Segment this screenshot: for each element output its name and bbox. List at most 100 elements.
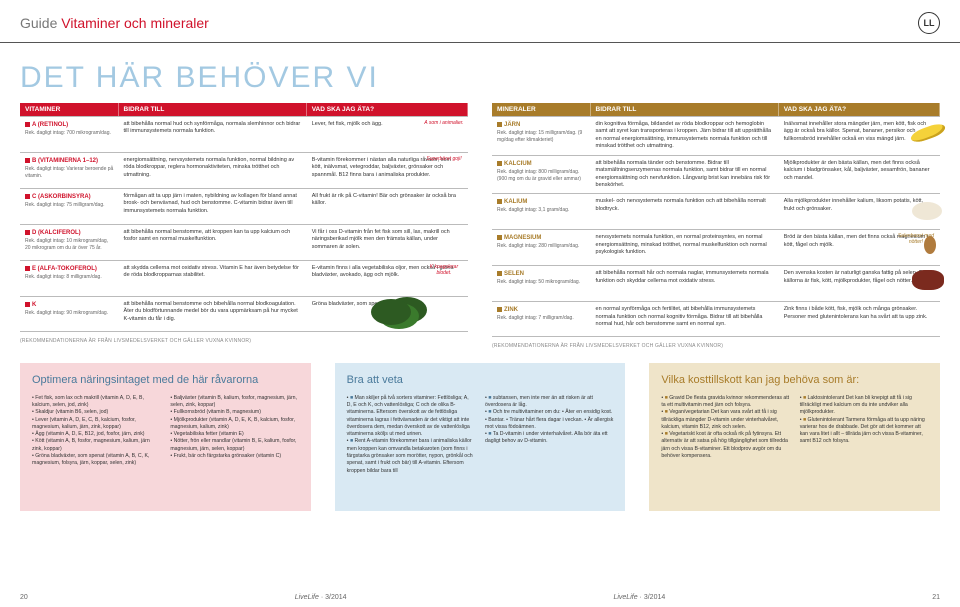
nutrient-cell: B (VITAMINERNA 1–12)Rek. dagligt intag: … (20, 153, 119, 188)
intake-text: Rek. dagligt intag: 8 milligram/dag. (25, 274, 114, 281)
col-vitaminer: VITAMINER (20, 103, 119, 116)
table-row: KRek. dagligt intag: 90 mikrogram/dag. at… (20, 296, 468, 332)
eat-cell: Den svenska kosten är naturligt ganska f… (779, 266, 940, 301)
table-row: ZINKRek. dagligt intag: 7 milligram/dag.… (492, 301, 940, 337)
reco-note-right: (REKOMMENDATIONERNA ÄR FRÅN LIVSMEDELSVE… (492, 337, 940, 355)
nutrient-cell: MAGNESIUMRek. dagligt intag: 280 milligr… (492, 230, 591, 265)
list-item: Vegetabiliska fetter (vitamin E) (170, 431, 298, 438)
list-item: Kött (vitamin A, B, fosfor, magnesium, k… (32, 438, 160, 453)
rice-icon (908, 198, 946, 224)
intake-text: Rek. dagligt intag: 7 milligram/dag. (497, 315, 586, 322)
eat-cell: B-vitamin förekommer i nästan alla natur… (307, 153, 468, 188)
list-item: Lever (vitamin A, D, E, C, B, kalcium, f… (32, 417, 160, 432)
nutrient-name: MAGNESIUM (497, 234, 586, 242)
table-row: C (ASKORBINSYRA)Rek. dagligt intag: 75 m… (20, 188, 468, 224)
nutrient-name: K (25, 301, 114, 309)
reco-note-left: (REKOMMENDATIONERNA ÄR FRÅN LIVSMEDELSVE… (20, 332, 468, 350)
contributes-cell: förmågan att ta upp järn i maten, nybild… (119, 189, 307, 224)
nutrient-name: B (VITAMINERNA 1–12) (25, 157, 114, 165)
intake-text: Rek. dagligt intag: 700 mikrogram/dag. (25, 130, 114, 137)
table-row: D (KALCIFEROL)Rek. dagligt intag: 10 mik… (20, 224, 468, 260)
box-supp-title: Vilka kosttillskott kan jag behöva som ä… (661, 373, 928, 388)
contributes-cell: att bibehålla normal benstomme och bibeh… (119, 297, 307, 331)
nutrient-name: D (KALCIFEROL) (25, 229, 114, 237)
steak-icon (908, 268, 946, 294)
issue-l: 3/2014 (325, 594, 346, 601)
box-good-title: Bra att veta (347, 373, 614, 388)
contributes-cell: muskel- och nervsystemets normala funkti… (591, 194, 779, 229)
box-good-to-know: Bra att veta ■ Man skiljer på två sorter… (335, 363, 626, 511)
nutrient-name: E (ALFA-TOKOFEROL) (25, 265, 114, 273)
bullet-icon (497, 235, 502, 240)
nutrient-name: KALCIUM (497, 160, 586, 168)
bullet-icon (497, 199, 502, 204)
contributes-cell: din kognitiva förmåga, bildandet av röda… (591, 117, 779, 155)
vitamins-table: VITAMINER BIDRAR TILL VAD SKA JAG ÄTA? A… (20, 103, 468, 355)
list-item: Fet fisk, som lax och makrill (vitamin A… (32, 395, 160, 410)
col-mineraler: MINERALER (492, 103, 591, 116)
table-row: E (ALFA-TOKOFEROL)Rek. dagligt intag: 8 … (20, 260, 468, 296)
nutrient-cell: KALCIUMRek. dagligt intag: 800 milligram… (492, 156, 591, 194)
contributes-cell: att bibehålla normal hud och synförmåga,… (119, 117, 307, 152)
page-big-title: DET HÄR BEHÖVER VI (0, 43, 960, 103)
mag-name-r: LiveLife (613, 594, 637, 601)
table-row: A (RETINOL)Rek. dagligt intag: 700 mikro… (20, 116, 468, 152)
spread: VITAMINER BIDRAR TILL VAD SKA JAG ÄTA? A… (0, 103, 960, 355)
guide-word: Guide (20, 15, 57, 31)
intake-text: Rek. dagligt intag: Varierar beroende på… (25, 166, 114, 180)
almond-icon (908, 234, 946, 260)
nutrient-name: JÄRN (497, 121, 586, 129)
table-row: JÄRNRek. dagligt intag: 15 milligram/dag… (492, 116, 940, 155)
page-num-right: 21 (932, 594, 940, 601)
page-num-left: 20 (20, 594, 28, 601)
margin-note: Superbäret goji! (424, 157, 464, 163)
contributes-cell: att skydda cellerna mot oxidativ stress.… (119, 261, 307, 296)
contributes-cell: energiomsättning, nervsystemets normala … (119, 153, 307, 188)
contributes-cell: att bibehålla normalt hår och normala na… (591, 266, 779, 301)
margin-note: A som i animalier. (424, 121, 464, 127)
bullet-icon (497, 271, 502, 276)
nutrient-name: A (RETINOL) (25, 121, 114, 129)
list-item: Nötter, frön eller mandlar (vitamin B, E… (170, 438, 298, 453)
bullet-icon (25, 266, 30, 271)
eat-cell: Gröna bladväxter, som spenat, är bra käl… (307, 297, 468, 331)
nutrient-name: KALIUM (497, 198, 586, 206)
list-item: ■ Gravid De flesta gravida kvinnor rekom… (661, 395, 789, 410)
col-bidrar-r: BIDRAR TILL (591, 103, 779, 116)
intake-text: Rek. dagligt intag: 50 mikrogram/dag. (497, 279, 586, 286)
bullet-icon (25, 194, 30, 199)
table-row: B (VITAMINERNA 1–12)Rek. dagligt intag: … (20, 152, 468, 188)
list-item: Frukt, bär och färgstarka grönsaker (vit… (170, 453, 298, 460)
minerals-head: MINERALER BIDRAR TILL VAD SKA JAG ÄTA? (492, 103, 940, 116)
guide-title: Guide Vitaminer och mineraler (20, 15, 209, 31)
list-item: ■ Ta D-vitamin i under vinterhalvåret. A… (485, 431, 613, 446)
intake-text: Rek. dagligt intag: 90 mikrogram/dag. (25, 310, 114, 317)
nutrient-cell: SELENRek. dagligt intag: 50 mikrogram/da… (492, 266, 591, 301)
list-item: Fullkornsbröd (vitamin B, magnesium) (170, 409, 298, 416)
guide-subject: Vitaminer och mineraler (61, 15, 209, 31)
table-row: MAGNESIUMRek. dagligt intag: 280 milligr… (492, 229, 940, 265)
leafy-greens-icon (371, 299, 421, 329)
eat-cell: Mjölkprodukter är den bästa källan, men … (779, 156, 940, 194)
table-row: SELENRek. dagligt intag: 50 mikrogram/da… (492, 265, 940, 301)
bullet-icon (497, 307, 502, 312)
vitamins-head: VITAMINER BIDRAR TILL VAD SKA JAG ÄTA? (20, 103, 468, 116)
minerals-table: MINERALER BIDRAR TILL VAD SKA JAG ÄTA? J… (492, 103, 940, 355)
eat-cell: E-vitamin finns i alla vegetabiliska olj… (307, 261, 468, 296)
bullet-icon (497, 122, 502, 127)
intake-text: Rek. dagligt intag: 800 milligram/dag. (… (497, 169, 586, 183)
issue-r: 3/2014 (644, 594, 665, 601)
list-item: ■ Vegetariskt kost är ofta också rik på … (661, 431, 789, 460)
intake-text: Rek. dagligt intag: 75 milligram/dag. (25, 202, 114, 209)
table-row: KALCIUMRek. dagligt intag: 800 milligram… (492, 155, 940, 194)
list-item: Baljväxter (vitamin B, kalium, fosfor, m… (170, 395, 298, 410)
list-item: ■ Rent A-vitamin förekommer bara i anima… (347, 438, 475, 474)
eat-cell: Inälvsmat innehåller stora mängder järn,… (779, 117, 940, 155)
bullet-icon (25, 122, 30, 127)
list-item: Skaldjur (vitamin B6, selen, jod) (32, 409, 160, 416)
footer: 20 LiveLife · 3/2014 LiveLife · 3/2014 2… (0, 594, 960, 601)
list-item: Gröna bladväxter, som spenat (vitamin A,… (32, 453, 160, 468)
mag-name-l: LiveLife (295, 594, 319, 601)
eat-cell: Vi får i oss D-vitamin från fet fisk som… (307, 225, 468, 260)
table-row: KALIUMRek. dagligt intag: 3,1 gram/dag.m… (492, 193, 940, 229)
